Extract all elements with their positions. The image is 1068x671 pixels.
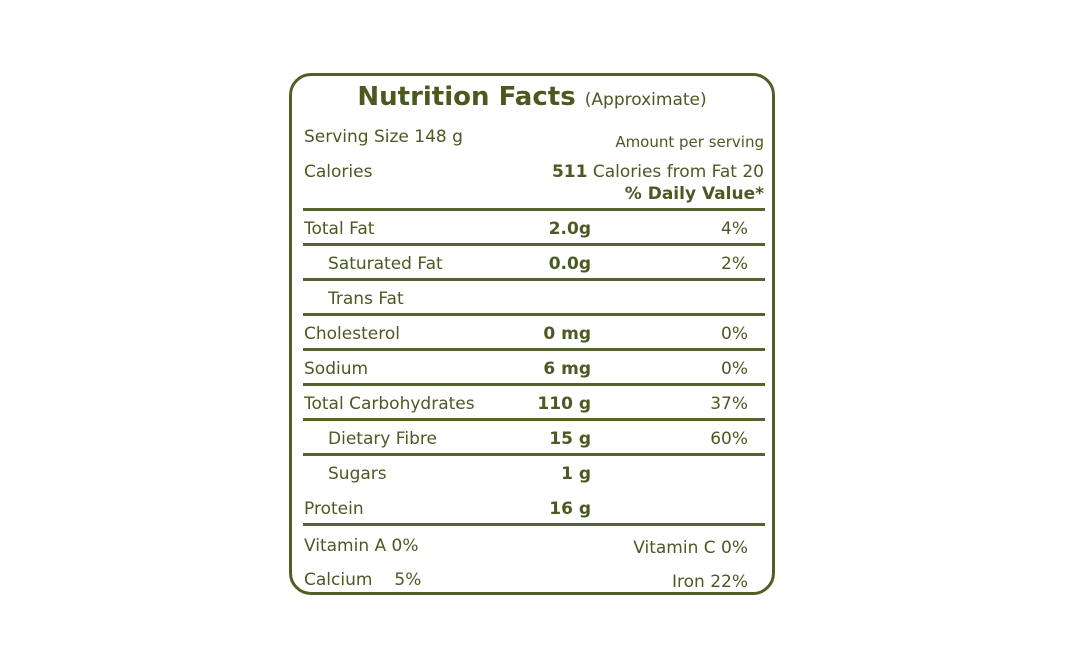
nutrient-amount: 2.0g — [548, 219, 591, 239]
vitamin-c: Vitamin C 0% — [633, 538, 748, 558]
nutrient-label: Saturated Fat — [328, 254, 443, 274]
nutrient-amount: 1 g — [561, 464, 591, 484]
nutrient-amount: 6 mg — [543, 359, 591, 379]
title-main: Nutrition Facts — [357, 82, 576, 112]
divider — [303, 243, 765, 246]
nutrient-daily-value: 60% — [710, 429, 748, 449]
nutrient-amount: 0 mg — [543, 324, 591, 344]
calories-value: 511 — [551, 162, 588, 182]
nutrient-amount: 15 g — [549, 429, 591, 449]
amount-per-serving: Amount per serving — [615, 133, 764, 151]
nutrient-daily-value: 0% — [721, 324, 748, 344]
nutrient-daily-value: 4% — [721, 219, 748, 239]
nutrient-amount: 16 g — [549, 499, 591, 519]
vitamin-a: Vitamin A 0% — [304, 536, 419, 556]
nutrient-label: Total Fat — [304, 219, 375, 239]
nutrient-label: Dietary Fibre — [328, 429, 437, 449]
calcium-value: 5% — [394, 570, 422, 590]
calories-label: Calories — [304, 162, 373, 182]
nutrient-label: Protein — [304, 499, 364, 519]
nutrient-daily-value: 37% — [710, 394, 748, 414]
nutrient-amount: 110 g — [537, 394, 591, 414]
calcium: Calcium 5% — [304, 570, 421, 590]
daily-value-heading: % Daily Value* — [624, 184, 764, 204]
calcium-label: Calcium — [304, 570, 373, 590]
divider — [303, 453, 765, 456]
divider — [303, 418, 765, 421]
nutrient-label: Sodium — [304, 359, 369, 379]
divider — [303, 348, 765, 351]
nutrient-label: Total Carbohydrates — [304, 394, 475, 414]
iron: Iron 22% — [672, 572, 748, 592]
nutrition-facts-panel: Nutrition Facts (Approximate) Serving Si… — [289, 73, 775, 595]
nutrient-label: Trans Fat — [328, 289, 404, 309]
divider — [303, 383, 765, 386]
title-subtitle: (Approximate) — [584, 90, 707, 110]
divider — [303, 313, 765, 316]
divider — [303, 208, 765, 211]
divider — [303, 278, 765, 281]
calories-from-fat: Calories from Fat 20 — [592, 162, 764, 182]
divider — [303, 523, 765, 526]
calories-summary: 511 Calories from Fat 20 — [552, 162, 764, 182]
serving-size: Serving Size 148 g — [304, 127, 463, 147]
nutrient-label: Sugars — [328, 464, 387, 484]
nutrition-title: Nutrition Facts (Approximate) — [292, 82, 772, 112]
nutrient-daily-value: 2% — [721, 254, 748, 274]
nutrient-daily-value: 0% — [721, 359, 748, 379]
nutrient-label: Cholesterol — [304, 324, 400, 344]
nutrient-amount: 0.0g — [548, 254, 591, 274]
